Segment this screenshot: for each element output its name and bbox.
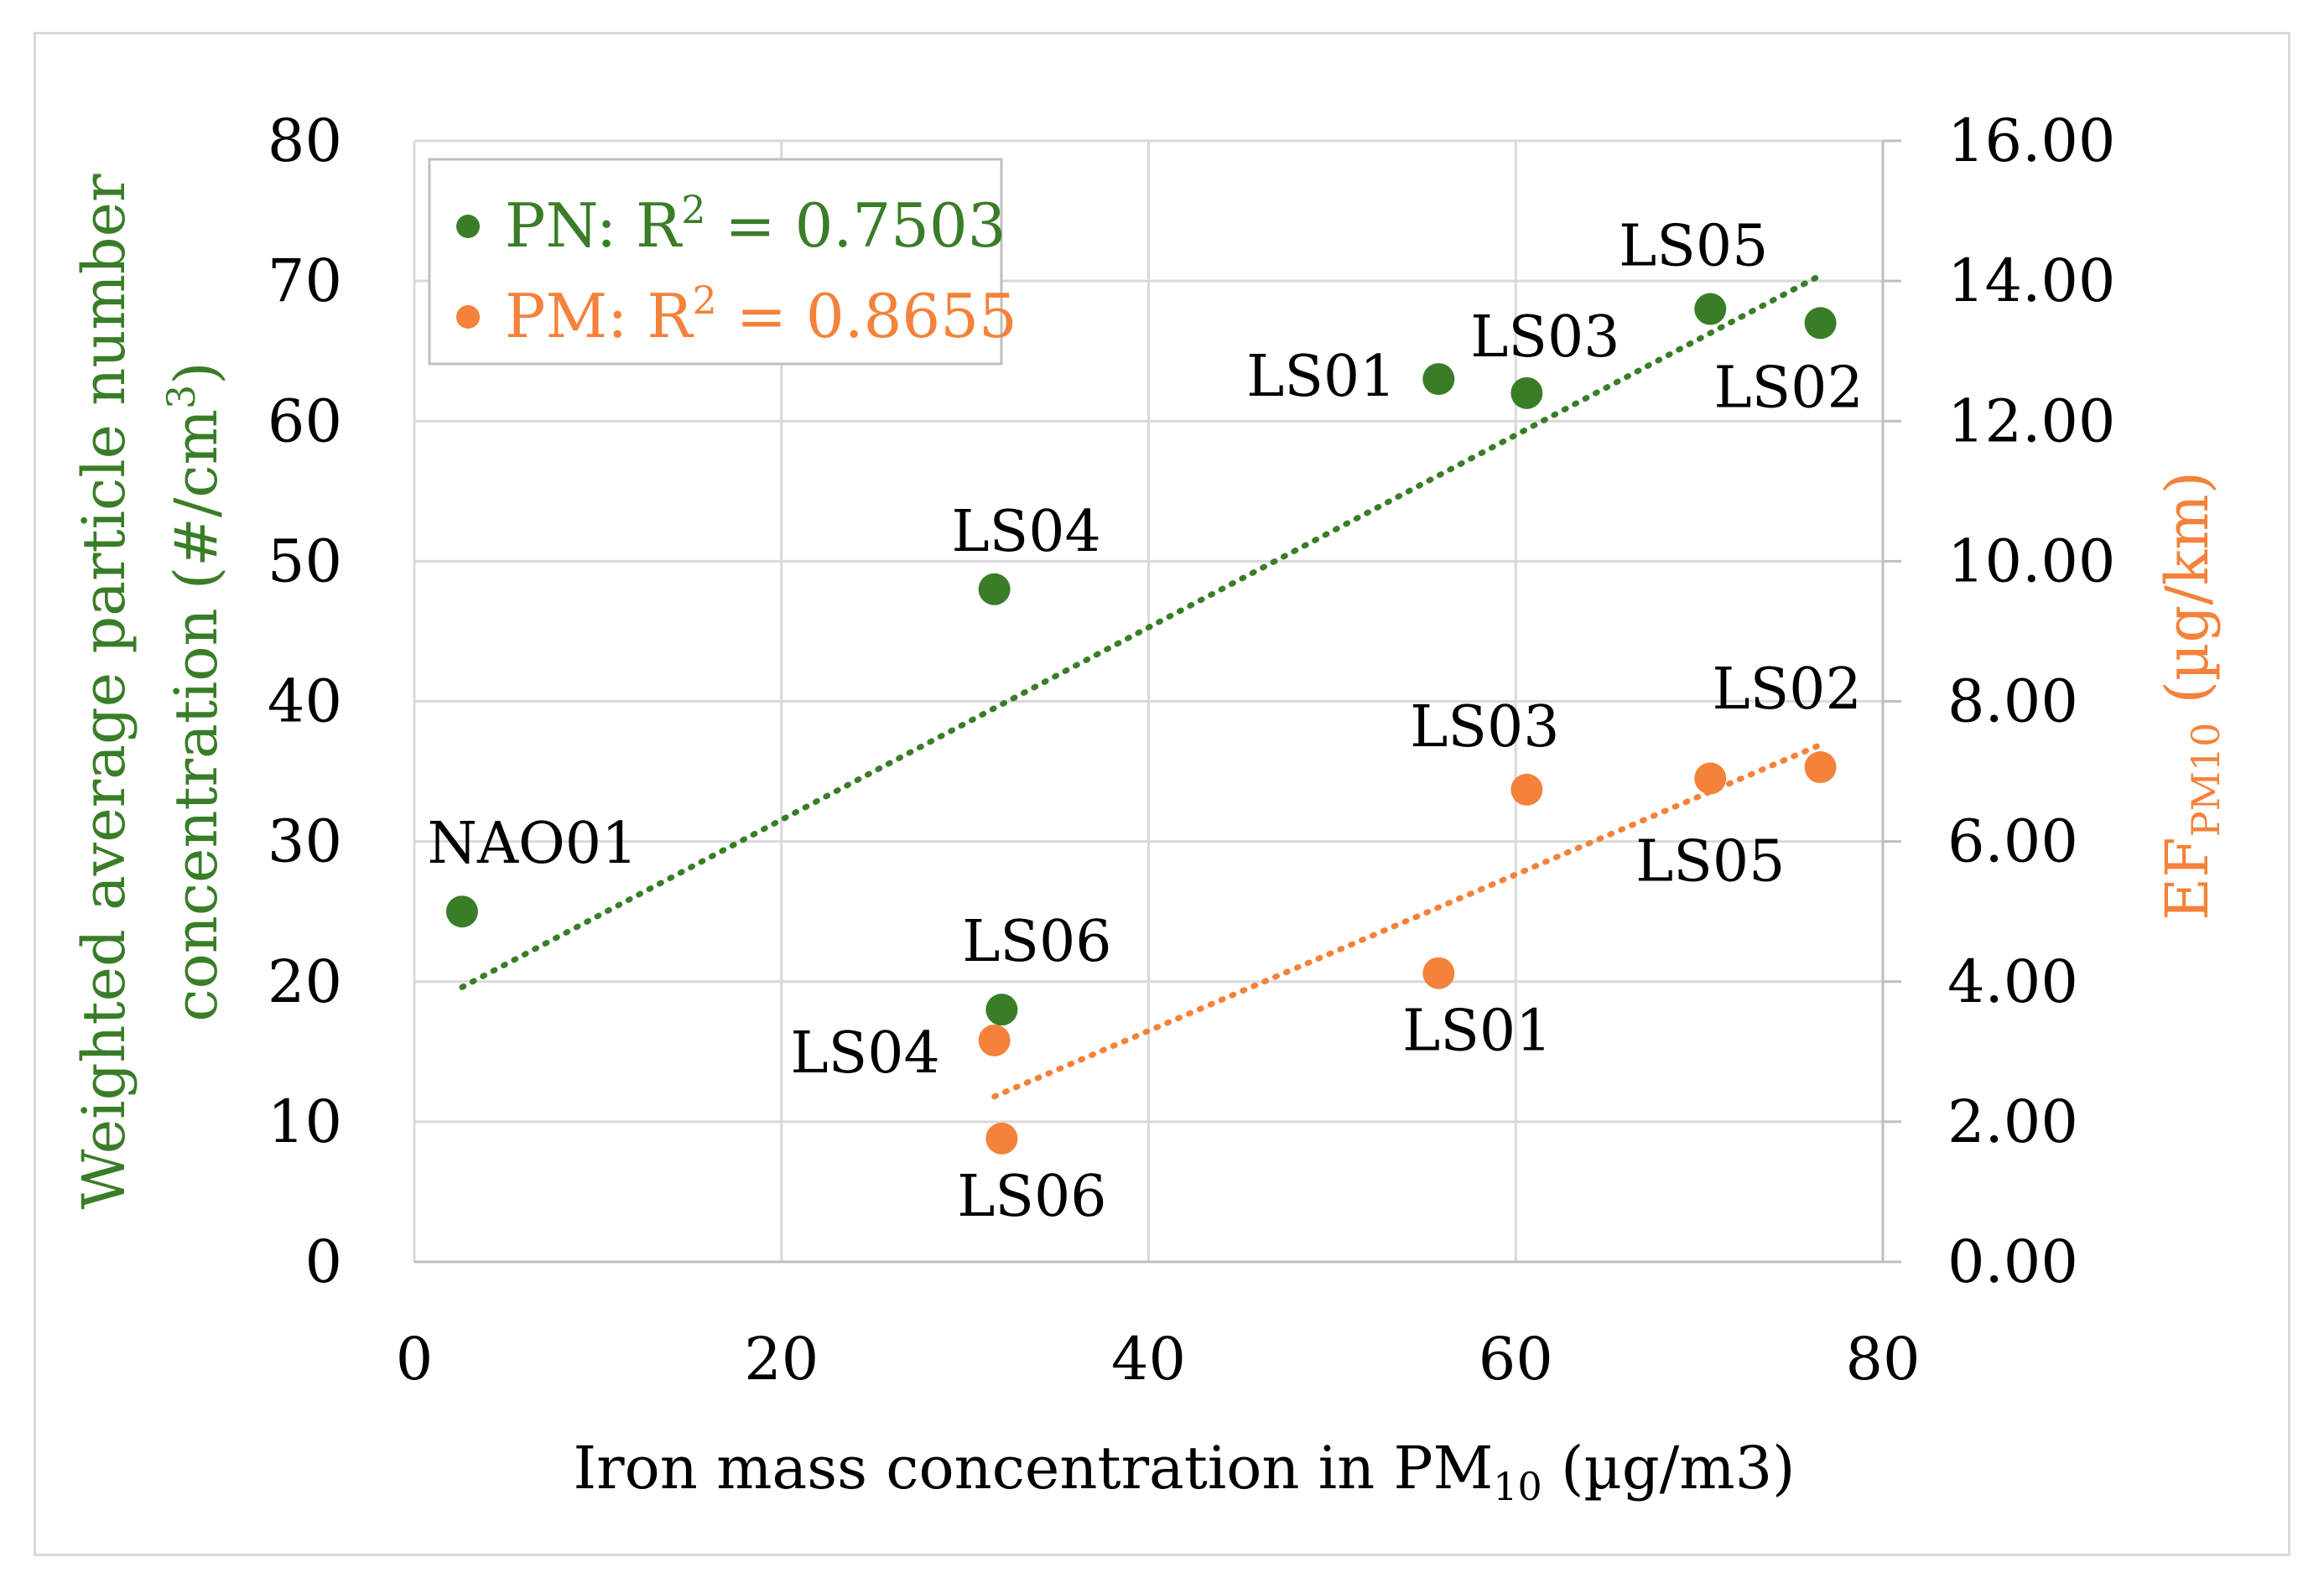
y-right-axis-title-sub: PM10 [2183, 723, 2228, 838]
y-left-tick-label: 50 [268, 527, 342, 595]
data-points [445, 293, 1837, 1155]
pn-label-nao01: NAO01 [427, 811, 637, 877]
pn-point-ls05 [1694, 293, 1727, 325]
pn-trendline [459, 272, 1824, 990]
pm-label-ls01: LS01 [1402, 999, 1552, 1065]
y-left-tick-label: 10 [268, 1087, 342, 1156]
y-left-axis-title-line2: concentration (#/cm3) [159, 361, 231, 1021]
x-axis-title-main: Iron mass concentration in PM [574, 1434, 1494, 1502]
legend-pn-label: PN: R2 = 0.7503 [505, 187, 1006, 261]
pm-label-ls02: LS02 [1712, 656, 1861, 723]
y-right-tick-label: 10.00 [1947, 527, 2115, 595]
legend-pm-label: PM: R2 = 0.8655 [505, 278, 1017, 351]
pn-label-ls01: LS01 [1246, 344, 1396, 410]
pm-point-ls01 [1422, 957, 1455, 989]
y-right-axis-title-main: EF [2153, 837, 2222, 921]
pm-point-ls02 [1804, 751, 1837, 784]
y-left-tick-label: 0 [304, 1227, 342, 1296]
pm-label-ls04: LS04 [791, 1020, 940, 1087]
y-left-tick-label: 80 [268, 106, 342, 175]
y-left-tick-label: 20 [268, 947, 342, 1016]
y-right-tick-label: 8.00 [1947, 667, 2078, 736]
pn-point-ls02 [1804, 307, 1837, 340]
y-right-axis-title: EFPM10 (µg/km) [2153, 471, 2228, 921]
pn-label-ls06: LS06 [962, 909, 1111, 975]
legend-pm-prefix: PM: R [505, 281, 694, 351]
legend-box [428, 158, 1003, 366]
pn-label-ls02: LS02 [1713, 355, 1863, 421]
y-right-tick-label: 6.00 [1947, 807, 2078, 876]
x-tick-label: 40 [1111, 1325, 1186, 1393]
pn-point-ls03 [1510, 376, 1543, 409]
y-left-tick-label: 40 [268, 667, 342, 736]
x-tick-label: 80 [1845, 1325, 1920, 1393]
pn-label-ls04: LS04 [952, 499, 1101, 565]
y-left-tick-label: 70 [268, 247, 342, 315]
x-tick-label: 20 [744, 1325, 819, 1393]
pm-label-ls06: LS06 [957, 1164, 1106, 1230]
legend-pm-marker [456, 305, 480, 329]
pn-point-ls04 [978, 573, 1011, 605]
pn-point-ls01 [1422, 363, 1455, 396]
x-tick-label: 0 [396, 1325, 434, 1393]
x-axis-title-sub: 10 [1493, 1464, 1542, 1509]
trendlines [459, 272, 1824, 1100]
y-right-tick-label: 0.00 [1947, 1227, 2078, 1296]
legend-pm-sup: 2 [693, 278, 717, 323]
legend-pn-value: = 0.7503 [706, 190, 1006, 261]
pm-trendline [991, 741, 1824, 1100]
legend-pn-sup: 2 [681, 187, 705, 232]
legend-pn-prefix: PN: R [505, 190, 683, 261]
pn-label-ls03: LS03 [1470, 304, 1620, 371]
x-axis-title-unit: (µg/m3) [1542, 1434, 1796, 1502]
chart-frame [34, 32, 2290, 1556]
y-right-tick-label: 4.00 [1947, 947, 2078, 1016]
y-left-axis-title-end: ) [162, 361, 231, 384]
pn-point-nao01 [445, 895, 478, 928]
axes [413, 139, 1901, 1264]
point-labels: NAO01 LS04 LS06 LS01 LS03 LS05 LS02 LS04 LS06 LS0… [427, 214, 1863, 1230]
legend-pm-value: = 0.8655 [717, 281, 1017, 351]
y-right-tick-label: 16.00 [1947, 106, 2115, 175]
y-left-axis-title-line2-main: concentration (#/cm [162, 409, 231, 1022]
pm-point-ls05 [1694, 762, 1727, 795]
pn-label-ls05: LS05 [1619, 214, 1768, 280]
pm-point-ls03 [1510, 773, 1543, 806]
y-right-tick-label: 12.00 [1947, 387, 2115, 455]
y-right-tick-label: 2.00 [1947, 1087, 2078, 1156]
y-left-tick-label: 60 [268, 387, 342, 455]
x-tick-label: 60 [1479, 1325, 1553, 1393]
y-right-axis-title-unit: (µg/km) [2153, 471, 2222, 723]
legend-pn-marker [456, 215, 480, 238]
tick-labels: 0 10 20 30 40 50 60 70 80 0 20 40 60 80 0.00 2.00 4.00 6.… [268, 106, 2115, 1393]
x-axis-title: Iron mass concentration in PM10 (µg/m3) [574, 1434, 1796, 1509]
y-left-axis-title-line1: Weighted average particle number [70, 174, 138, 1210]
y-right-tick-label: 14.00 [1947, 247, 2115, 315]
pm-point-ls06 [985, 1122, 1018, 1155]
pm-label-ls03: LS03 [1410, 694, 1559, 760]
pm-point-ls04 [978, 1024, 1011, 1056]
legend: PN: R2 = 0.7503 PM: R2 = 0.8655 [428, 158, 1017, 366]
y-left-tick-label: 30 [268, 807, 342, 876]
pm-label-ls05: LS05 [1635, 828, 1785, 895]
pn-point-ls06 [985, 994, 1018, 1026]
y-left-axis-title-sup: 3 [159, 385, 204, 409]
